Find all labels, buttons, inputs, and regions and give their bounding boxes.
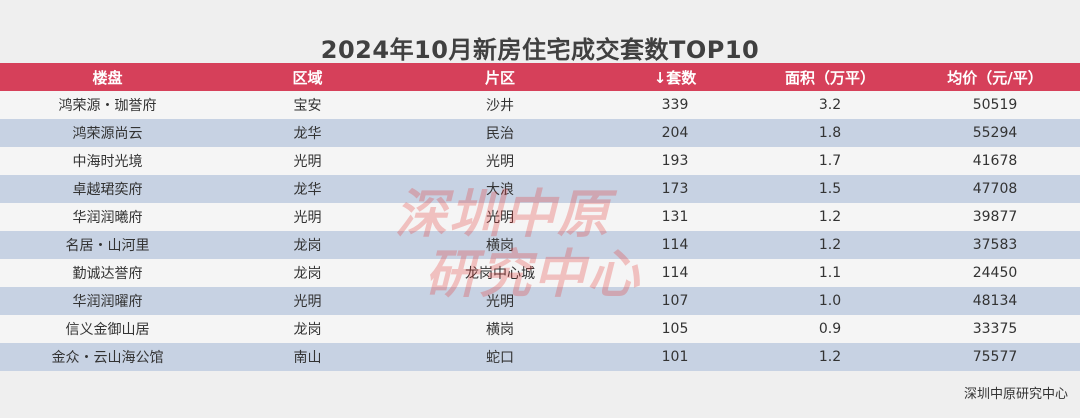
cell-area: 民治 [486, 126, 514, 142]
cell-district: 南山 [293, 350, 322, 366]
cell-area: 光明 [486, 210, 514, 226]
cell-area: 光明 [486, 154, 514, 170]
cell-area: 蛇口 [486, 350, 514, 366]
column-header-area: 片区 [484, 68, 515, 87]
cell-floor-area: 1.7 [818, 153, 842, 169]
cell-avg-price: 50519 [972, 97, 1018, 113]
cell-project: 鸿荣源尚云 [72, 126, 143, 142]
table-row: 卓越珺奕府 龙华 大浪 173 1.5 47708 [0, 175, 1080, 203]
table-row: 鸿荣源尚云 龙华 民治 204 1.8 55294 [0, 119, 1080, 147]
table-header-row: 楼盘 区域 片区 ↓套数 面积（万平） 均价（元/平） [0, 63, 1080, 91]
cell-district: 光明 [293, 154, 322, 170]
cell-project: 华润润曦府 [72, 210, 143, 226]
cell-district: 龙华 [293, 182, 322, 198]
table-row: 华润润曦府 光明 光明 131 1.2 39877 [0, 203, 1080, 231]
cell-floor-area: 1.2 [818, 349, 842, 365]
cell-project: 华润润曜府 [72, 294, 143, 310]
cell-units: 204 [661, 125, 689, 141]
cell-floor-area: 1.0 [818, 293, 842, 309]
table-row: 中海时光境 光明 光明 193 1.7 41678 [0, 147, 1080, 175]
cell-district: 光明 [293, 210, 322, 226]
column-header-district: 区域 [292, 68, 323, 87]
cell-floor-area: 3.2 [818, 97, 842, 113]
cell-avg-price: 37583 [972, 237, 1018, 253]
cell-units: 105 [661, 321, 689, 337]
cell-project: 勤诚达誉府 [72, 266, 143, 282]
column-header-project: 楼盘 [92, 68, 123, 87]
column-header-units[interactable]: ↓套数 [653, 68, 697, 87]
cell-floor-area: 1.1 [818, 265, 842, 281]
cell-project: 鸿荣源・珈誉府 [58, 98, 157, 114]
table-row: 信义金御山居 龙岗 横岗 105 0.9 33375 [0, 315, 1080, 343]
cell-units: 193 [661, 153, 689, 169]
cell-project: 名居・山河里 [65, 238, 150, 254]
column-header-floor-area: 面积（万平） [784, 68, 875, 87]
table-row: 名居・山河里 龙岗 横岗 114 1.2 37583 [0, 231, 1080, 259]
cell-district: 龙岗 [293, 322, 322, 338]
cell-floor-area: 1.8 [818, 125, 842, 141]
cell-district: 龙岗 [293, 266, 322, 282]
cell-district: 龙岗 [293, 238, 322, 254]
cell-area: 横岗 [486, 322, 514, 338]
cell-units: 114 [661, 237, 689, 253]
table-row: 鸿荣源・珈誉府 宝安 沙井 339 3.2 50519 [0, 91, 1080, 119]
cell-avg-price: 47708 [972, 181, 1018, 197]
cell-avg-price: 33375 [972, 321, 1018, 337]
cell-avg-price: 48134 [972, 293, 1018, 309]
cell-units: 131 [661, 209, 689, 225]
cell-district: 宝安 [293, 98, 322, 114]
table-row: 勤诚达誉府 龙岗 龙岗中心城 114 1.1 24450 [0, 259, 1080, 287]
cell-units: 173 [661, 181, 689, 197]
source-label: 深圳中原研究中心 [963, 387, 1068, 402]
cell-area: 龙岗中心城 [465, 266, 535, 282]
cell-project: 卓越珺奕府 [72, 182, 143, 198]
cell-project: 金众・云山海公馆 [51, 350, 164, 366]
cell-units: 101 [661, 349, 689, 365]
cell-area: 光明 [486, 294, 514, 310]
cell-units: 114 [661, 265, 689, 281]
cell-floor-area: 1.2 [818, 209, 842, 225]
cell-floor-area: 1.5 [818, 181, 842, 197]
cell-avg-price: 24450 [972, 265, 1018, 281]
cell-area: 横岗 [486, 238, 514, 254]
cell-floor-area: 0.9 [818, 321, 842, 337]
cell-project: 信义金御山居 [65, 322, 150, 338]
cell-district: 光明 [293, 294, 322, 310]
page-title: 2024年10月新房住宅成交套数TOP10 [320, 36, 760, 64]
cell-units: 107 [661, 293, 689, 309]
table-row: 金众・云山海公馆 南山 蛇口 101 1.2 75577 [0, 343, 1080, 371]
cell-floor-area: 1.2 [818, 237, 842, 253]
column-header-avg-price: 均价（元/平） [947, 68, 1043, 87]
cell-avg-price: 39877 [972, 209, 1018, 225]
cell-avg-price: 75577 [972, 349, 1018, 365]
cell-area: 大浪 [486, 182, 514, 198]
cell-project: 中海时光境 [72, 154, 143, 170]
top10-table: 楼盘 区域 片区 ↓套数 面积（万平） 均价（元/平） 鸿荣源・珈誉府 宝安 沙井 3… [0, 63, 1080, 371]
cell-area: 沙井 [486, 98, 514, 114]
cell-avg-price: 41678 [972, 153, 1018, 169]
cell-avg-price: 55294 [972, 125, 1018, 141]
cell-units: 339 [661, 97, 689, 113]
cell-district: 龙华 [293, 126, 322, 142]
table-row: 华润润曜府 光明 光明 107 1.0 48134 [0, 287, 1080, 315]
